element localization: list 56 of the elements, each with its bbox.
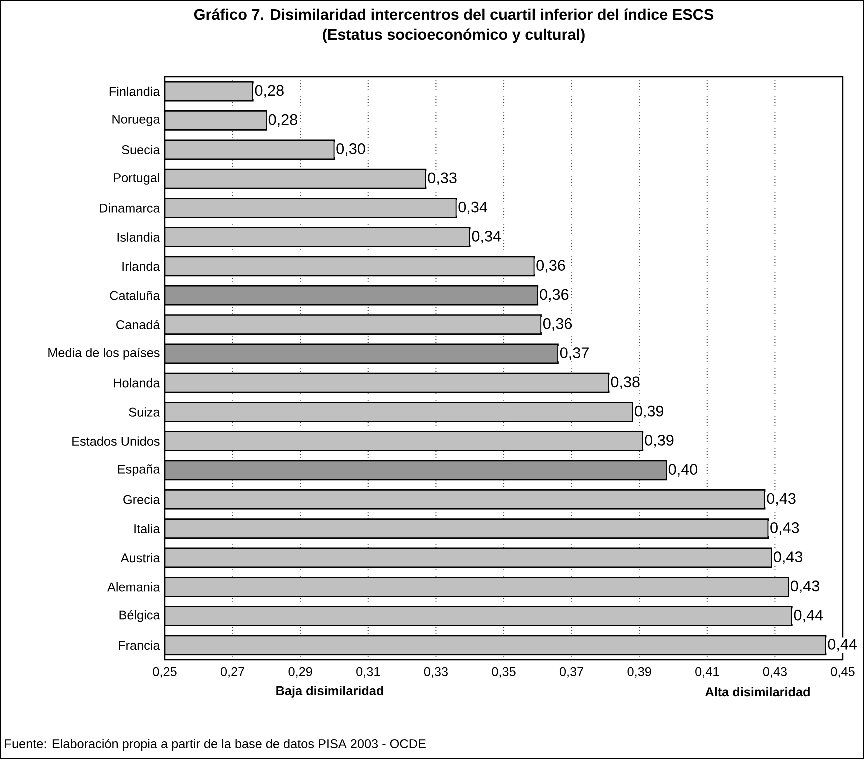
data-label: 0,28 xyxy=(255,85,284,98)
data-label: 0,43 xyxy=(790,580,820,594)
x-tick-label: 0,25 xyxy=(153,667,177,678)
x-tick-label: 0,33 xyxy=(424,667,448,678)
data-label: 0,37 xyxy=(560,348,589,360)
data-label: 0,39 xyxy=(645,435,674,448)
x-tick-label: 0,41 xyxy=(696,667,720,678)
y-tick-label: Holanda xyxy=(114,378,160,388)
x-tick-label: 0,35 xyxy=(492,667,516,678)
data-label: 0,43 xyxy=(774,552,803,564)
chart-title: Gráfico 7. Disimilaridad intercentros del cuartil inferior del índice ESCS xyxy=(194,8,714,20)
y-tick-label: Finlandia xyxy=(110,86,160,96)
x-tick-label: 0,43 xyxy=(763,667,787,678)
y-tick-label: Grecia xyxy=(124,495,160,504)
data-label: 0,36 xyxy=(540,289,569,302)
x-tick-label: 0,27 xyxy=(220,667,244,678)
y-tick-label: Suecia xyxy=(122,145,160,155)
data-label: 0,38 xyxy=(611,376,640,390)
chart-subtitle: (Estatus socioeconómico y cultural) xyxy=(323,28,585,44)
y-tick-label: Alemania xyxy=(108,582,160,592)
y-tick-label: Cataluña xyxy=(110,290,160,300)
y-tick-label: Francia xyxy=(119,640,160,650)
y-tick-label: Islandia xyxy=(118,232,160,242)
data-label: 0,30 xyxy=(336,144,366,156)
data-label: 0,44 xyxy=(828,639,858,652)
y-tick-label: Noruega xyxy=(112,115,160,126)
y-tick-label: Portugal xyxy=(114,173,160,185)
data-label: 0,28 xyxy=(268,114,298,128)
y-tick-label: Italia xyxy=(134,524,160,534)
y-tick-label: Media de los países xyxy=(48,348,160,360)
y-tick-label: Suiza xyxy=(129,408,160,417)
data-label: 0,39 xyxy=(635,406,664,419)
data-label: 0,34 xyxy=(472,230,502,244)
data-label: 0,33 xyxy=(428,172,457,186)
data-label: 0,36 xyxy=(543,318,572,332)
y-tick-label: Bélgica xyxy=(120,610,160,622)
data-label: 0,43 xyxy=(770,522,800,536)
y-tick-label: Austria xyxy=(120,553,160,563)
data-label: 0,40 xyxy=(668,464,698,477)
y-tick-label: Dinamarca xyxy=(100,204,160,213)
x-tick-label: 0,31 xyxy=(356,667,380,678)
y-tick-label: Irlanda xyxy=(122,262,160,272)
y-tick-label: Canadá xyxy=(116,320,160,330)
data-label: 0,34 xyxy=(458,202,488,215)
x-tick-label: 0,39 xyxy=(628,667,652,678)
x-tick-label: 0,29 xyxy=(288,667,312,678)
source-note: Fuente: Elaboración propia a partir de la base de datos PISA 2003 - OCDE xyxy=(5,739,426,751)
x-tick-label: 0,37 xyxy=(560,667,584,678)
data-label: 0,36 xyxy=(536,260,566,273)
text: Alta disimilaridad xyxy=(706,687,810,697)
y-tick-label: España xyxy=(118,464,160,476)
data-label: 0,44 xyxy=(794,610,824,623)
data-label: 0,43 xyxy=(767,493,796,506)
text: Baja disimilaridad xyxy=(276,686,384,698)
y-tick-label: Estados Unidos xyxy=(72,436,160,446)
x-tick-label: 0,45 xyxy=(831,667,855,678)
